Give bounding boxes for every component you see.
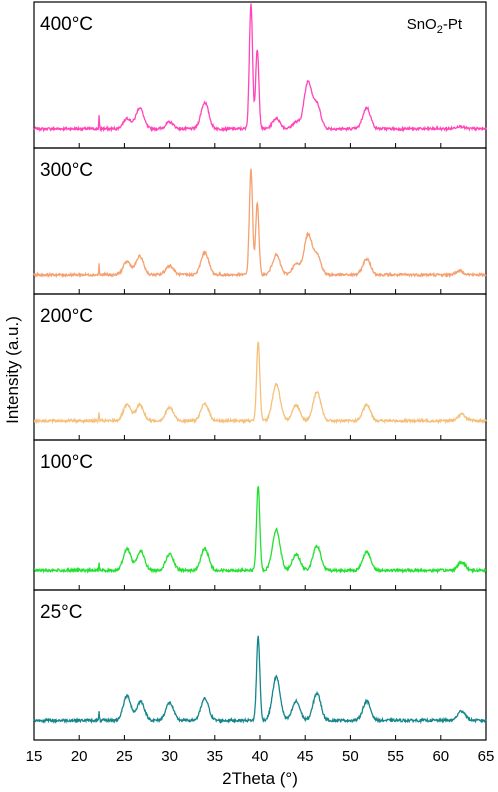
x-tick-label: 40	[252, 748, 269, 765]
x-tick-label: 25	[116, 748, 133, 765]
x-tick-label: 55	[387, 748, 404, 765]
x-tick-label: 45	[297, 748, 314, 765]
x-tick-label: 30	[161, 748, 178, 765]
x-tick-label: 15	[26, 748, 43, 765]
sample-label-subscript: 2	[437, 24, 443, 36]
sample-label-base: SnO	[407, 16, 437, 33]
panel-2: 200°C	[33, 293, 487, 441]
panel-temperature-label: 25°C	[40, 602, 82, 623]
x-axis: 15 20 25 30 35 40 45 50 55 60 65	[26, 748, 495, 765]
panel-4: 25°C	[33, 589, 487, 741]
chart-panels: 400°C 300°C 200°C 100°C 25°C	[33, 1, 487, 741]
xrd-pattern-line	[33, 341, 487, 425]
x-tick-label: 65	[478, 748, 495, 765]
x-tick-label: 60	[432, 748, 449, 765]
panel-3: 100°C	[33, 439, 487, 591]
x-tick-label: 50	[342, 748, 359, 765]
panel-temperature-label: 100°C	[40, 452, 93, 473]
xrd-pattern-line	[33, 168, 487, 279]
panel-temperature-label: 400°C	[40, 14, 93, 35]
panel-1: 300°C	[33, 147, 487, 295]
panel-frame	[33, 147, 487, 295]
x-tick-label: 35	[206, 748, 223, 765]
x-axis-title: 2Theta (°)	[222, 769, 298, 788]
xrd-pattern-line	[33, 635, 487, 725]
xrd-pattern-line	[33, 486, 487, 575]
panel-temperature-label: 200°C	[40, 306, 93, 327]
sample-label: SnO2-Pt	[407, 16, 463, 36]
xrd-pattern-line	[33, 3, 487, 133]
sample-label-rest: -Pt	[443, 16, 463, 33]
y-axis-title: Intensity (a.u.)	[3, 316, 22, 424]
panel-temperature-label: 300°C	[40, 160, 93, 181]
x-tick-label: 20	[71, 748, 88, 765]
